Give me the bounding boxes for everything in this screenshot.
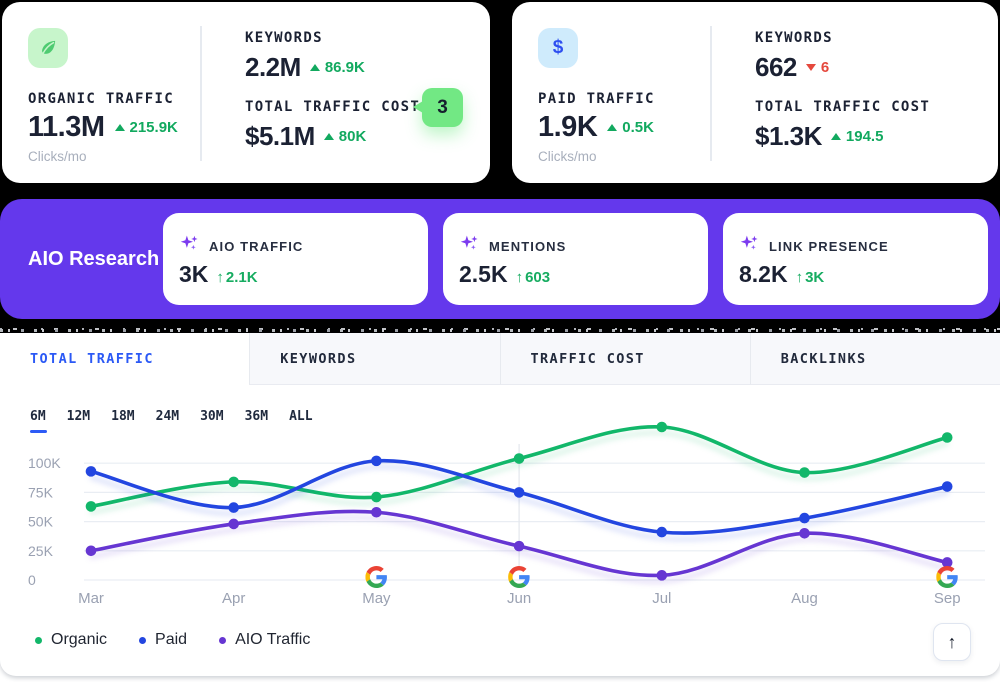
paid-keywords-value: 662 — [755, 52, 797, 82]
aio-traffic-label: AIO TRAFFIC — [209, 238, 304, 254]
paid-dot-icon — [139, 636, 147, 644]
chart-legend: Organic Paid AIO Traffic — [35, 631, 310, 649]
aio-research-title: AIO Research — [28, 248, 160, 270]
paid-traffic-unit: Clicks/mo — [538, 149, 597, 164]
sparkles-icon — [459, 233, 480, 259]
legend-organic[interactable]: Organic — [35, 631, 107, 649]
sparkles-icon — [179, 233, 200, 259]
traffic-panel: TOTAL TRAFFIC KEYWORDS TRAFFIC COST BACK… — [0, 333, 1000, 676]
card-divider — [710, 26, 712, 161]
sparkles-icon — [739, 233, 760, 259]
aio-research-banner: AIO Research AIO TRAFFIC 3K 2.1K — [0, 199, 1000, 319]
range-6m[interactable]: 6M — [30, 409, 47, 433]
paid-traffic-title: PAID TRAFFIC — [538, 91, 655, 107]
aio-traffic-delta: 2.1K — [216, 269, 258, 286]
time-range-selector: 6M 12M 18M 24M 30M 36M ALL — [30, 409, 313, 433]
card-divider — [200, 26, 202, 161]
organic-cost-label: TOTAL TRAFFIC COST — [245, 99, 421, 115]
link-presence-label: LINK PRESENCE — [769, 238, 889, 254]
delta-down-icon — [805, 64, 816, 71]
range-30m[interactable]: 30M — [200, 409, 224, 424]
link-presence-delta: 3K — [796, 269, 824, 286]
delta-up-icon — [607, 124, 618, 131]
range-24m[interactable]: 24M — [155, 409, 180, 424]
arrow-up-icon — [948, 632, 957, 653]
dollar-icon: $ — [538, 28, 578, 68]
tab-total-traffic[interactable]: TOTAL TRAFFIC — [0, 333, 250, 385]
organic-keywords-label: KEYWORDS — [245, 30, 323, 46]
paid-traffic-card: $ PAID TRAFFIC 1.9K 0.5K Clicks/mo KEYWO… — [512, 2, 998, 183]
tab-keywords[interactable]: KEYWORDS — [249, 333, 500, 385]
paid-cost-label: TOTAL TRAFFIC COST — [755, 99, 931, 115]
arrow-up-icon — [516, 269, 524, 286]
range-36m[interactable]: 36M — [244, 409, 269, 424]
link-presence-card[interactable]: LINK PRESENCE 8.2K 3K — [723, 213, 988, 305]
mentions-value: 2.5K — [459, 261, 508, 287]
organic-cost-delta: 80K — [323, 128, 366, 145]
paid-keywords-label: KEYWORDS — [755, 30, 833, 46]
legend-aio-traffic[interactable]: AIO Traffic — [219, 631, 310, 649]
mentions-delta: 603 — [516, 269, 550, 286]
range-18m[interactable]: 18M — [111, 409, 135, 424]
scroll-to-top-button[interactable] — [933, 623, 971, 661]
organic-traffic-card: ORGANIC TRAFFIC 11.3M 215.9K Clicks/mo K… — [2, 2, 490, 183]
organic-dot-icon — [35, 636, 42, 644]
legend-paid[interactable]: Paid — [139, 631, 187, 649]
delta-up-icon — [323, 133, 334, 140]
paid-traffic-value: 1.9K — [538, 111, 598, 143]
aio-traffic-card[interactable]: AIO TRAFFIC 3K 2.1K — [163, 213, 428, 305]
tab-traffic-cost[interactable]: TRAFFIC COST — [499, 333, 750, 385]
arrow-up-icon — [796, 269, 804, 286]
link-presence-value: 8.2K — [739, 261, 788, 287]
delta-up-icon — [309, 64, 320, 71]
arrow-up-icon — [216, 269, 224, 286]
organic-traffic-value: 11.3M — [28, 111, 105, 143]
organic-traffic-unit: Clicks/mo — [28, 149, 87, 164]
leaf-icon — [28, 28, 68, 68]
range-all[interactable]: ALL — [289, 409, 313, 424]
mentions-label: MENTIONS — [489, 238, 567, 254]
paid-cost-value: $1.3K — [755, 121, 822, 151]
organic-traffic-delta: 215.9K — [114, 119, 178, 136]
organic-keywords-value: 2.2M — [245, 52, 301, 82]
delta-up-icon — [830, 133, 841, 140]
organic-keywords-delta: 86.9K — [309, 59, 365, 76]
aio-traffic-dot-icon — [219, 636, 227, 644]
aio-traffic-value: 3K — [179, 261, 209, 287]
mentions-card[interactable]: MENTIONS 2.5K 603 — [443, 213, 708, 305]
panel-tabs: TOTAL TRAFFIC KEYWORDS TRAFFIC COST BACK… — [0, 333, 1000, 385]
range-12m[interactable]: 12M — [66, 409, 91, 424]
delta-up-icon — [114, 124, 125, 131]
tab-backlinks[interactable]: BACKLINKS — [749, 333, 1000, 385]
paid-keywords-delta: 6 — [805, 59, 829, 76]
paid-cost-delta: 194.5 — [830, 128, 883, 145]
organic-traffic-title: ORGANIC TRAFFIC — [28, 91, 174, 107]
organic-cost-value: $5.1M — [245, 121, 315, 151]
paid-traffic-delta: 0.5K — [607, 119, 654, 136]
aio-count-badge[interactable]: 3 — [413, 88, 463, 127]
